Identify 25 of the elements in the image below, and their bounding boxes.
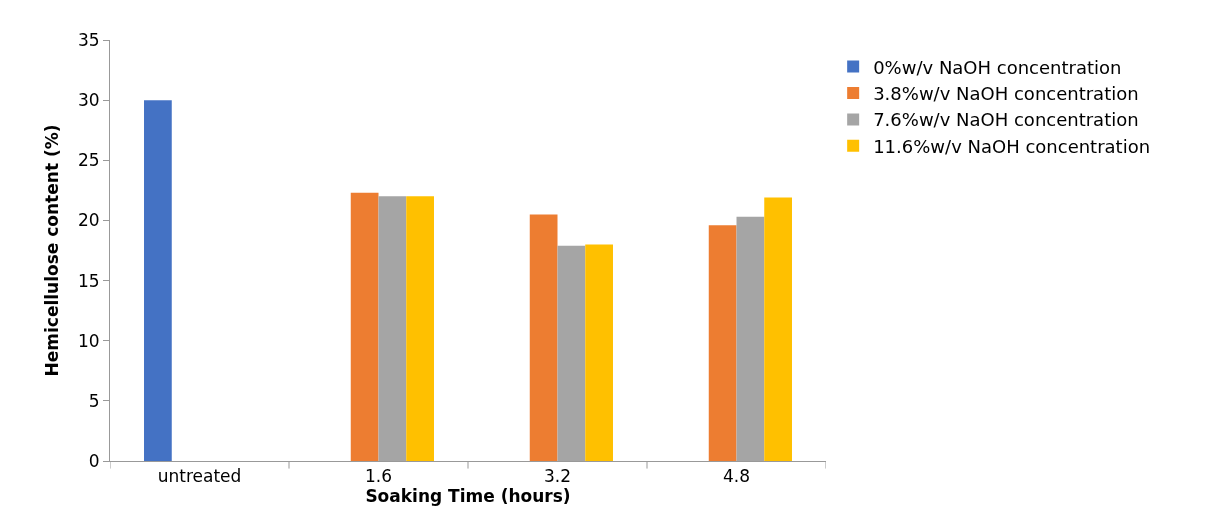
- bar: [144, 100, 172, 461]
- y-tick-label: 25: [77, 150, 100, 171]
- y-axis-title: Hemicellulose content (%): [41, 124, 62, 377]
- y-tick-label: 30: [77, 90, 100, 111]
- x-tick-label: 3.2: [543, 466, 572, 487]
- bar: [585, 244, 613, 461]
- legend-label: 11.6%w/v NaOH concentration: [873, 135, 1151, 157]
- bar: [350, 192, 379, 461]
- y-tick-label: 0: [88, 450, 100, 471]
- legend-label: 7.6%w/v NaOH concentration: [873, 109, 1139, 131]
- bar: [529, 214, 558, 461]
- bar: [764, 197, 792, 461]
- y-tick-label: 5: [88, 390, 100, 411]
- legend-label: 0%w/v NaOH concentration: [873, 56, 1122, 78]
- bar: [708, 225, 737, 461]
- x-tick-label: untreated: [157, 466, 242, 487]
- y-tick-label: 35: [77, 29, 100, 50]
- x-tick-label: 4.8: [722, 466, 751, 487]
- y-tick-label: 10: [77, 330, 100, 351]
- y-tick-label: 20: [77, 210, 100, 231]
- bar: [406, 196, 434, 461]
- legend-label: 3.8%w/v NaOH concentration: [873, 83, 1139, 105]
- y-tick-label: 15: [77, 270, 100, 291]
- x-tick-label: 1.6: [364, 466, 393, 487]
- x-axis-title: Soaking Time (hours): [365, 486, 571, 507]
